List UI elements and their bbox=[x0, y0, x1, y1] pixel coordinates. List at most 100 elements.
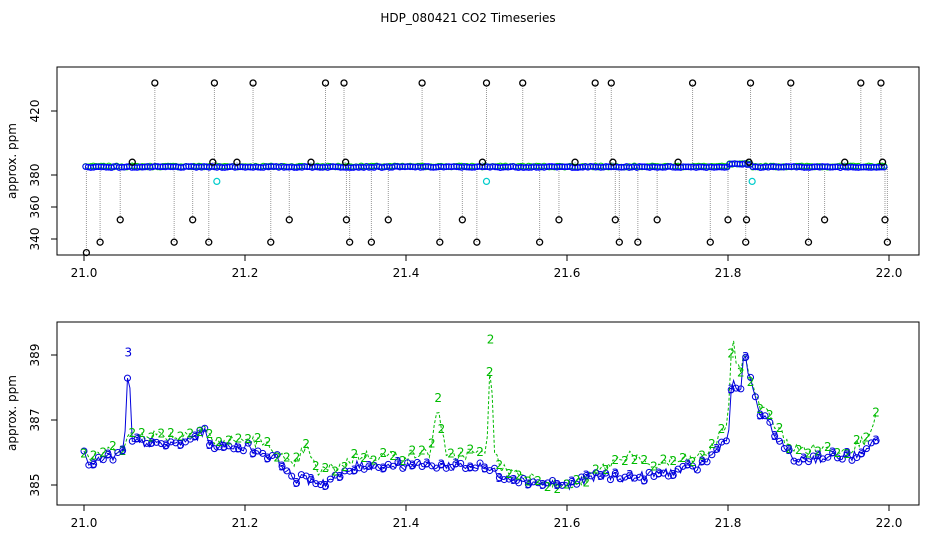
smoothed-blue-point bbox=[563, 479, 571, 487]
smoothed-blue-marker: 3 bbox=[611, 466, 619, 480]
smoothed-green-marker: 2 bbox=[254, 431, 262, 445]
smoothed-green-marker: 2 bbox=[244, 432, 252, 446]
raw-outlier-point bbox=[205, 238, 213, 246]
raw-outlier-point bbox=[342, 216, 351, 224]
raw-outlier-point bbox=[436, 238, 444, 246]
panel-raw-co2: approx. ppm 21.0 21.2 21.4 21.6 21.8 22.0 340 3… bbox=[5, 66, 920, 280]
smoothed-green-marker: 2 bbox=[756, 402, 764, 416]
panel-smoothed-ylabel: approx. ppm bbox=[5, 375, 19, 451]
smoothed-blue-point bbox=[737, 385, 745, 393]
smoothed-blue-point bbox=[640, 477, 648, 485]
smoothed-blue-point bbox=[635, 473, 643, 481]
smoothed-green-marker: 2 bbox=[776, 421, 784, 435]
smoothed-green-marker: 2 bbox=[534, 474, 542, 488]
raw-outlier-point bbox=[746, 79, 755, 87]
smoothed-green-marker: 2 bbox=[438, 422, 446, 436]
raw-outlier-point bbox=[615, 238, 623, 246]
smoothed-blue-point bbox=[766, 418, 774, 426]
smoothed-blue-point bbox=[312, 480, 320, 488]
smoothed-blue-point bbox=[104, 450, 112, 458]
smoothed-blue-point bbox=[809, 452, 817, 460]
smoothed-green-marker: 2 bbox=[109, 439, 117, 453]
panel-smoothed-xtick-label: 21.0 bbox=[71, 516, 98, 530]
smoothed-blue-point bbox=[500, 476, 508, 484]
raw-outlier-point bbox=[341, 158, 350, 166]
raw-outlier-point bbox=[519, 79, 527, 87]
raw-outlier-point bbox=[877, 79, 885, 87]
smoothed-blue-point bbox=[297, 471, 305, 479]
smoothed-blue-marker: 3 bbox=[843, 446, 851, 460]
smoothed-blue-marker: 3 bbox=[452, 457, 460, 471]
raw-outlier-point bbox=[634, 238, 642, 246]
smoothed-blue-point bbox=[698, 457, 706, 465]
smoothed-blue-point bbox=[780, 445, 788, 453]
smoothed-blue-point bbox=[795, 458, 803, 466]
smoothed-green-marker: 2 bbox=[80, 447, 88, 461]
panel-raw-ytick-label: 420 bbox=[28, 100, 42, 123]
smoothed-blue-point bbox=[515, 479, 523, 487]
raw-cyan-point bbox=[748, 177, 756, 185]
smoothed-blue-point bbox=[399, 464, 407, 472]
smoothed-blue-point bbox=[718, 438, 726, 446]
smoothed-blue-point bbox=[751, 393, 759, 401]
smoothed-blue-marker: 3 bbox=[322, 479, 330, 493]
smoothed-blue-point bbox=[582, 471, 590, 479]
smoothed-blue-point bbox=[602, 469, 610, 477]
raw-outlier-point bbox=[482, 79, 491, 87]
smoothed-blue-point bbox=[394, 458, 402, 466]
raw-outlier-point bbox=[345, 238, 354, 246]
smoothed-green-marker: 2 bbox=[505, 467, 513, 481]
smoothed-blue-marker: 3 bbox=[872, 434, 880, 448]
raw-outlier-point bbox=[742, 238, 750, 246]
smoothed-blue-point bbox=[829, 449, 837, 457]
smoothed-blue-marker: 3 bbox=[698, 454, 706, 468]
raw-outlier-point bbox=[128, 158, 136, 166]
smoothed-green-marker: 2 bbox=[457, 445, 465, 459]
smoothed-blue-marker: 3 bbox=[293, 476, 301, 490]
smoothed-green-marker: 2 bbox=[621, 454, 629, 468]
smoothed-blue-marker: 3 bbox=[858, 447, 866, 461]
smoothed-blue-point bbox=[814, 451, 822, 459]
smoothed-green-marker: 2 bbox=[157, 427, 165, 441]
smoothed-blue-point bbox=[336, 473, 344, 481]
panel-raw-xtick-label: 21.2 bbox=[232, 266, 259, 280]
smoothed-green-marker: 2 bbox=[186, 426, 194, 440]
smoothed-blue-point bbox=[322, 482, 329, 490]
raw-outlier-point bbox=[249, 79, 257, 87]
smoothed-blue-point bbox=[259, 449, 267, 457]
smoothed-blue-point bbox=[268, 451, 276, 459]
raw-outlier-point bbox=[745, 158, 753, 166]
smoothed-blue-point bbox=[264, 455, 272, 463]
smoothed-green-marker: 2 bbox=[525, 474, 533, 488]
smoothed-blue-point bbox=[85, 461, 93, 469]
smoothed-green-marker: 2 bbox=[814, 445, 822, 459]
smoothed-green-marker: 2 bbox=[592, 463, 600, 477]
raw-outlier-point bbox=[418, 79, 426, 87]
raw-outlier-point bbox=[611, 216, 619, 224]
smoothed-green-marker: 2 bbox=[360, 451, 368, 465]
smoothed-green-marker: 2 bbox=[264, 435, 272, 449]
smoothed-blue-point bbox=[133, 435, 141, 443]
smoothed-green-marker: 2 bbox=[370, 453, 378, 467]
smoothed-blue-point bbox=[375, 463, 383, 471]
panel-smoothed-ytick-label: 385 bbox=[28, 474, 42, 497]
smoothed-blue-marker: 3 bbox=[496, 471, 504, 485]
smoothed-green-series-line bbox=[83, 340, 877, 491]
panel-raw-ytick-label: 360 bbox=[28, 196, 42, 219]
smoothed-blue-point bbox=[872, 437, 880, 445]
smoothed-green-marker: 2 bbox=[273, 450, 281, 464]
smoothed-blue-marker: 3 bbox=[177, 438, 185, 452]
smoothed-blue-point bbox=[341, 467, 349, 475]
smoothed-green-marker: 2 bbox=[824, 440, 832, 454]
smoothed-blue-point bbox=[505, 475, 513, 483]
raw-outlier-point bbox=[473, 238, 481, 246]
smoothed-green-marker: 2 bbox=[418, 443, 426, 457]
smoothed-blue-point bbox=[162, 441, 170, 449]
smoothed-blue-point bbox=[355, 464, 363, 472]
panel-raw-marks bbox=[82, 79, 892, 257]
panel-raw-ytick-label: 340 bbox=[28, 228, 42, 251]
smoothed-green-marker: 2 bbox=[554, 482, 562, 496]
smoothed-green-marker: 2 bbox=[708, 437, 716, 451]
smoothed-blue-point bbox=[689, 462, 697, 470]
smoothed-green-marker: 2 bbox=[834, 446, 842, 460]
